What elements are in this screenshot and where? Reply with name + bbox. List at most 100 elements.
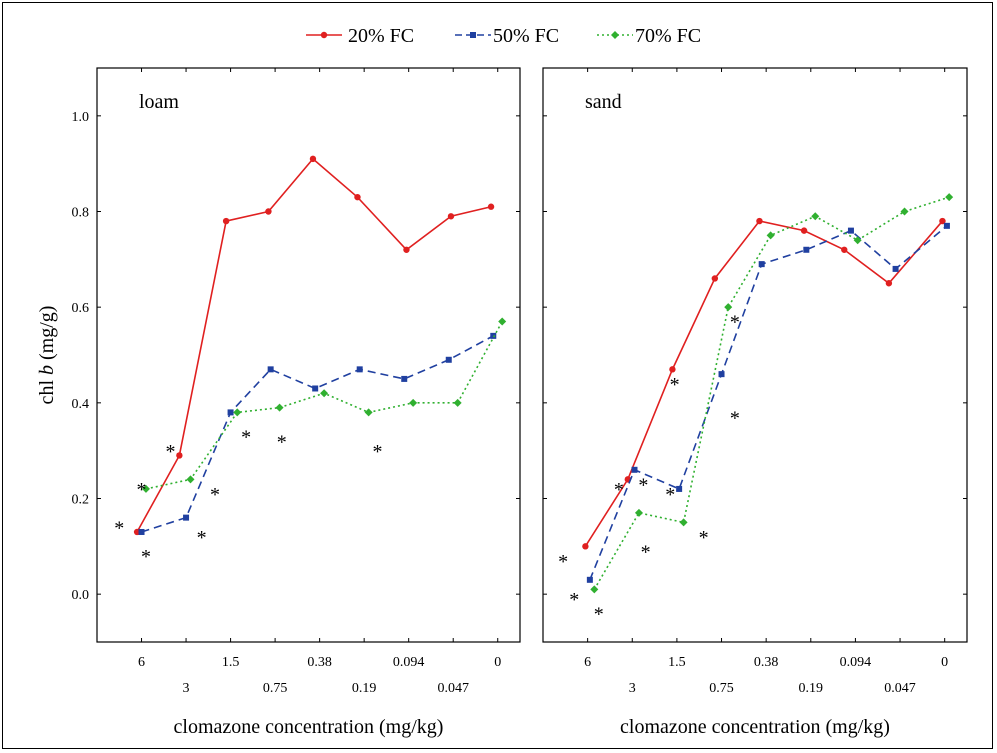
significance-asterisk: * <box>594 604 604 626</box>
y-tick-label: 0.2 <box>72 493 90 508</box>
marker-diamond <box>275 403 284 412</box>
marker-square <box>138 528 145 535</box>
x-tick-label: 0.38 <box>754 655 779 670</box>
marker-square <box>586 576 593 583</box>
panel-loam: 0.0 0.2 0.4 0.6 0.8 1.0 6 1.5 0.38 0.094 0 3 0.75 0.1… <box>72 67 521 738</box>
x-tick-label: 0.094 <box>393 655 425 670</box>
x-tick-label: 0.19 <box>799 681 824 696</box>
series-line <box>584 220 944 547</box>
marker-square <box>847 227 854 234</box>
marker-diamond <box>634 508 643 517</box>
legend-label: 70% FC <box>635 25 701 47</box>
marker-diamond <box>590 585 599 594</box>
marker-circle <box>669 366 676 373</box>
marker-diamond <box>320 389 329 398</box>
series-20-fc <box>582 217 946 550</box>
marker-square <box>356 366 363 373</box>
x-tick-label: 6 <box>138 655 145 670</box>
marker-circle <box>222 217 230 225</box>
significance-asterisk: * <box>165 441 175 463</box>
y-tick-label: 1.0 <box>72 110 90 125</box>
series-line <box>145 321 503 490</box>
significance-asterisk: * <box>277 431 287 453</box>
series-line <box>141 335 494 533</box>
x-axis-label: clomazone concentration (mg/kg) <box>174 716 444 738</box>
significance-asterisk: * <box>197 527 207 549</box>
marker-circle <box>403 246 410 253</box>
legend-item: 70% FC <box>597 25 701 47</box>
marker-diamond <box>611 31 619 39</box>
marker-square <box>892 265 899 272</box>
marker-circle <box>176 452 183 459</box>
marker-diamond <box>364 408 373 417</box>
marker-circle <box>800 227 808 234</box>
significance-asterisk: * <box>558 551 568 573</box>
x-tick-label: 1.5 <box>222 655 240 670</box>
marker-diamond <box>498 317 507 326</box>
significance-asterisk: * <box>141 546 151 568</box>
x-tick-label: 0 <box>941 655 948 670</box>
marker-circle <box>841 246 848 253</box>
significance-asterisk: * <box>210 484 220 506</box>
marker-circle <box>756 217 763 225</box>
marker-circle <box>320 31 328 39</box>
significance-asterisk: * <box>373 441 383 463</box>
legend-item: 20% FC <box>306 25 414 47</box>
panel-title: sand <box>585 91 622 113</box>
legend: 20% FC 50% FC 70% FC <box>306 25 701 47</box>
significance-asterisk: * <box>699 527 709 549</box>
series-50-fc <box>138 332 497 535</box>
marker-diamond <box>945 193 954 202</box>
x-tick-label: 0.75 <box>263 681 288 696</box>
significance-asterisk: * <box>114 517 124 539</box>
x-tick-label: 0.38 <box>307 655 332 670</box>
series-70-fc <box>141 317 507 493</box>
significance-asterisk: * <box>137 479 147 501</box>
marker-diamond <box>900 207 909 216</box>
y-tick-label: 0.0 <box>72 588 90 603</box>
marker-diamond <box>766 231 775 240</box>
marker-circle <box>309 155 317 163</box>
marker-diamond <box>453 398 462 407</box>
significance-asterisk: * <box>569 589 579 611</box>
marker-square <box>490 332 497 339</box>
x-tick-label: 3 <box>629 681 636 696</box>
x-tick-label: 0 <box>494 655 501 670</box>
marker-square <box>803 246 810 253</box>
panel-sand: 6 1.5 0.38 0.094 0 3 0.75 0.19 0.047 clomazone co… <box>542 67 968 738</box>
marker-square <box>227 409 234 416</box>
marker-circle <box>447 213 455 220</box>
significance-asterisk: * <box>665 484 675 506</box>
x-tick-label: 0.047 <box>437 681 469 696</box>
x-axis-label: clomazone concentration (mg/kg) <box>620 716 890 738</box>
marker-square <box>631 466 638 473</box>
marker-circle <box>582 543 589 550</box>
marker-circle <box>487 203 495 210</box>
marker-square <box>470 32 476 38</box>
marker-diamond <box>853 236 862 245</box>
series-50-fc <box>586 222 950 583</box>
significance-asterisk: * <box>638 474 648 496</box>
legend-item: 50% FC <box>455 25 559 47</box>
x-tick-label: 0.19 <box>352 681 377 696</box>
panel-title: loam <box>139 91 179 113</box>
marker-diamond <box>141 484 150 493</box>
marker-diamond <box>724 303 733 312</box>
marker-circle <box>265 208 272 215</box>
y-axis-label: chl b (mg/g) <box>36 306 58 405</box>
series-70-fc <box>590 193 954 594</box>
x-tick-label: 0.75 <box>709 681 734 696</box>
marker-diamond <box>679 518 688 527</box>
significance-asterisk: * <box>730 407 740 429</box>
plot-area <box>96 67 521 643</box>
significance-asterisk: * <box>241 427 251 449</box>
series-20-fc <box>133 155 495 536</box>
y-tick-label: 0.6 <box>72 301 90 316</box>
series-line <box>593 196 950 590</box>
significance-asterisk: * <box>730 312 740 334</box>
legend-label: 50% FC <box>493 25 559 47</box>
marker-square <box>676 485 683 492</box>
marker-square <box>758 261 765 268</box>
y-tick-label: 0.8 <box>72 206 90 221</box>
